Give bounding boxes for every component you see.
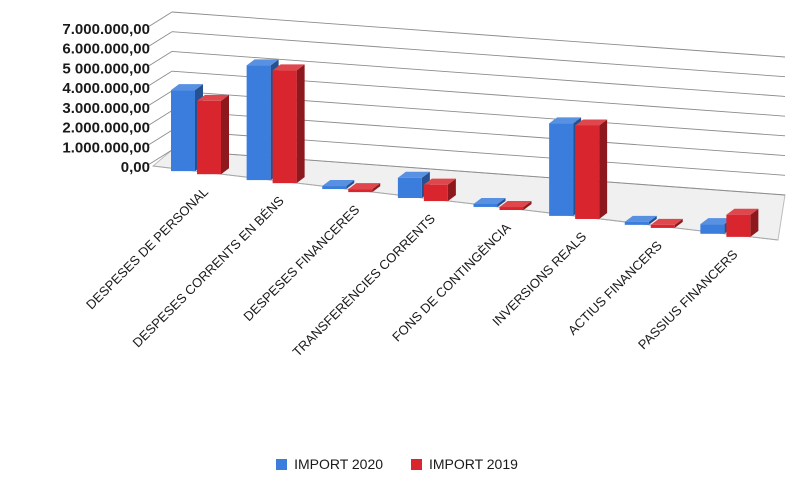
bar-side — [648, 215, 657, 225]
bar — [348, 183, 381, 193]
gridline — [171, 11, 786, 58]
legend-label-2019: IMPORT 2019 — [428, 456, 518, 472]
bar-front — [473, 203, 498, 207]
y-tick-label: 7.000.000,00 — [62, 21, 150, 38]
bar-side — [523, 201, 532, 211]
bar-side — [221, 94, 229, 175]
bar-front — [423, 184, 448, 202]
gridlines — [147, 11, 786, 241]
bar-top — [272, 64, 305, 71]
bar-front — [322, 186, 347, 190]
bar-front — [700, 224, 725, 234]
bar-front — [246, 65, 271, 181]
bar-side — [674, 218, 683, 228]
bar-front — [726, 214, 751, 237]
bar-top — [726, 208, 759, 215]
gridline-side — [147, 11, 173, 28]
y-tick-label: 2.000.000,00 — [62, 120, 150, 137]
bar-top — [473, 197, 506, 204]
gridline-side — [147, 129, 173, 146]
gridline — [171, 50, 786, 97]
bar-top — [575, 119, 608, 126]
bar-front — [197, 100, 221, 175]
x-category-label: DESPESES CORRENTS EN BÉNS — [130, 193, 287, 350]
gridline-side — [147, 90, 173, 107]
bar-top — [549, 117, 582, 124]
bar-top — [650, 218, 683, 225]
bar-top — [423, 178, 456, 185]
bar-top — [171, 84, 203, 91]
bar-top — [197, 94, 229, 101]
bar-side — [447, 178, 456, 202]
bar-front — [549, 123, 574, 216]
y-axis-ticks: 0,00 1.000.000,00 2.000.000,00 3.000.000,00… — [62, 21, 150, 176]
bar-side — [296, 64, 305, 184]
y-tick-label: 0,00 — [121, 159, 150, 176]
bar-front — [272, 70, 297, 184]
bars-group — [171, 59, 759, 237]
legend-item-2020: IMPORT 2020 — [276, 456, 383, 472]
bar-front — [575, 125, 600, 219]
bar — [726, 208, 759, 237]
bar-side — [372, 183, 381, 193]
bar-front — [171, 90, 195, 172]
gridline-side — [147, 51, 173, 67]
bar-side — [599, 119, 608, 219]
gridline-side — [147, 110, 173, 126]
y-tick-label: 3.000.000,00 — [62, 100, 150, 117]
gridline-side — [147, 31, 173, 48]
x-category-label: ACTIUS FINANCERS — [565, 238, 665, 338]
y-tick-label: 5 000.000,00 — [62, 60, 150, 77]
bar-top — [499, 201, 532, 208]
bar — [272, 64, 305, 184]
gridline — [171, 31, 786, 78]
bar — [197, 94, 229, 175]
bar-side — [497, 197, 506, 207]
bar-front — [348, 189, 373, 193]
bar-front — [650, 224, 675, 228]
y-tick-label: 6.000.000,00 — [62, 41, 150, 58]
legend-swatch-2020 — [276, 458, 288, 470]
bar-front — [499, 207, 524, 211]
gridline-side — [147, 149, 173, 166]
y-tick-label: 4.000.000,00 — [62, 80, 150, 97]
bar-top — [700, 218, 733, 225]
y-tick-label: 1.000.000,00 — [62, 139, 150, 156]
bar-top — [322, 180, 355, 187]
x-category-label: TRANSFERÈNCIES CORRENTS — [289, 211, 438, 360]
gridline-side — [147, 70, 173, 87]
x-category-label: INVERSIONS REALS — [489, 229, 589, 329]
bar — [650, 218, 683, 228]
bar-side — [346, 180, 355, 190]
bar-top — [397, 171, 430, 178]
bar-top — [348, 183, 381, 190]
bar-front — [624, 221, 649, 225]
bar — [322, 180, 355, 190]
legend: IMPORT 2020 IMPORT 2019 — [0, 456, 794, 473]
bar — [499, 201, 532, 211]
legend-label-2020: IMPORT 2020 — [294, 456, 384, 472]
bar-top — [246, 59, 279, 66]
bar-front — [397, 177, 422, 198]
bar — [624, 215, 657, 225]
bar — [423, 178, 456, 202]
bar — [473, 197, 506, 207]
bar — [397, 171, 430, 198]
bar-top — [624, 215, 657, 222]
legend-item-2019: IMPORT 2019 — [410, 456, 518, 472]
bar — [575, 119, 608, 219]
bar-side — [750, 208, 759, 237]
legend-swatch-2019 — [410, 458, 422, 470]
